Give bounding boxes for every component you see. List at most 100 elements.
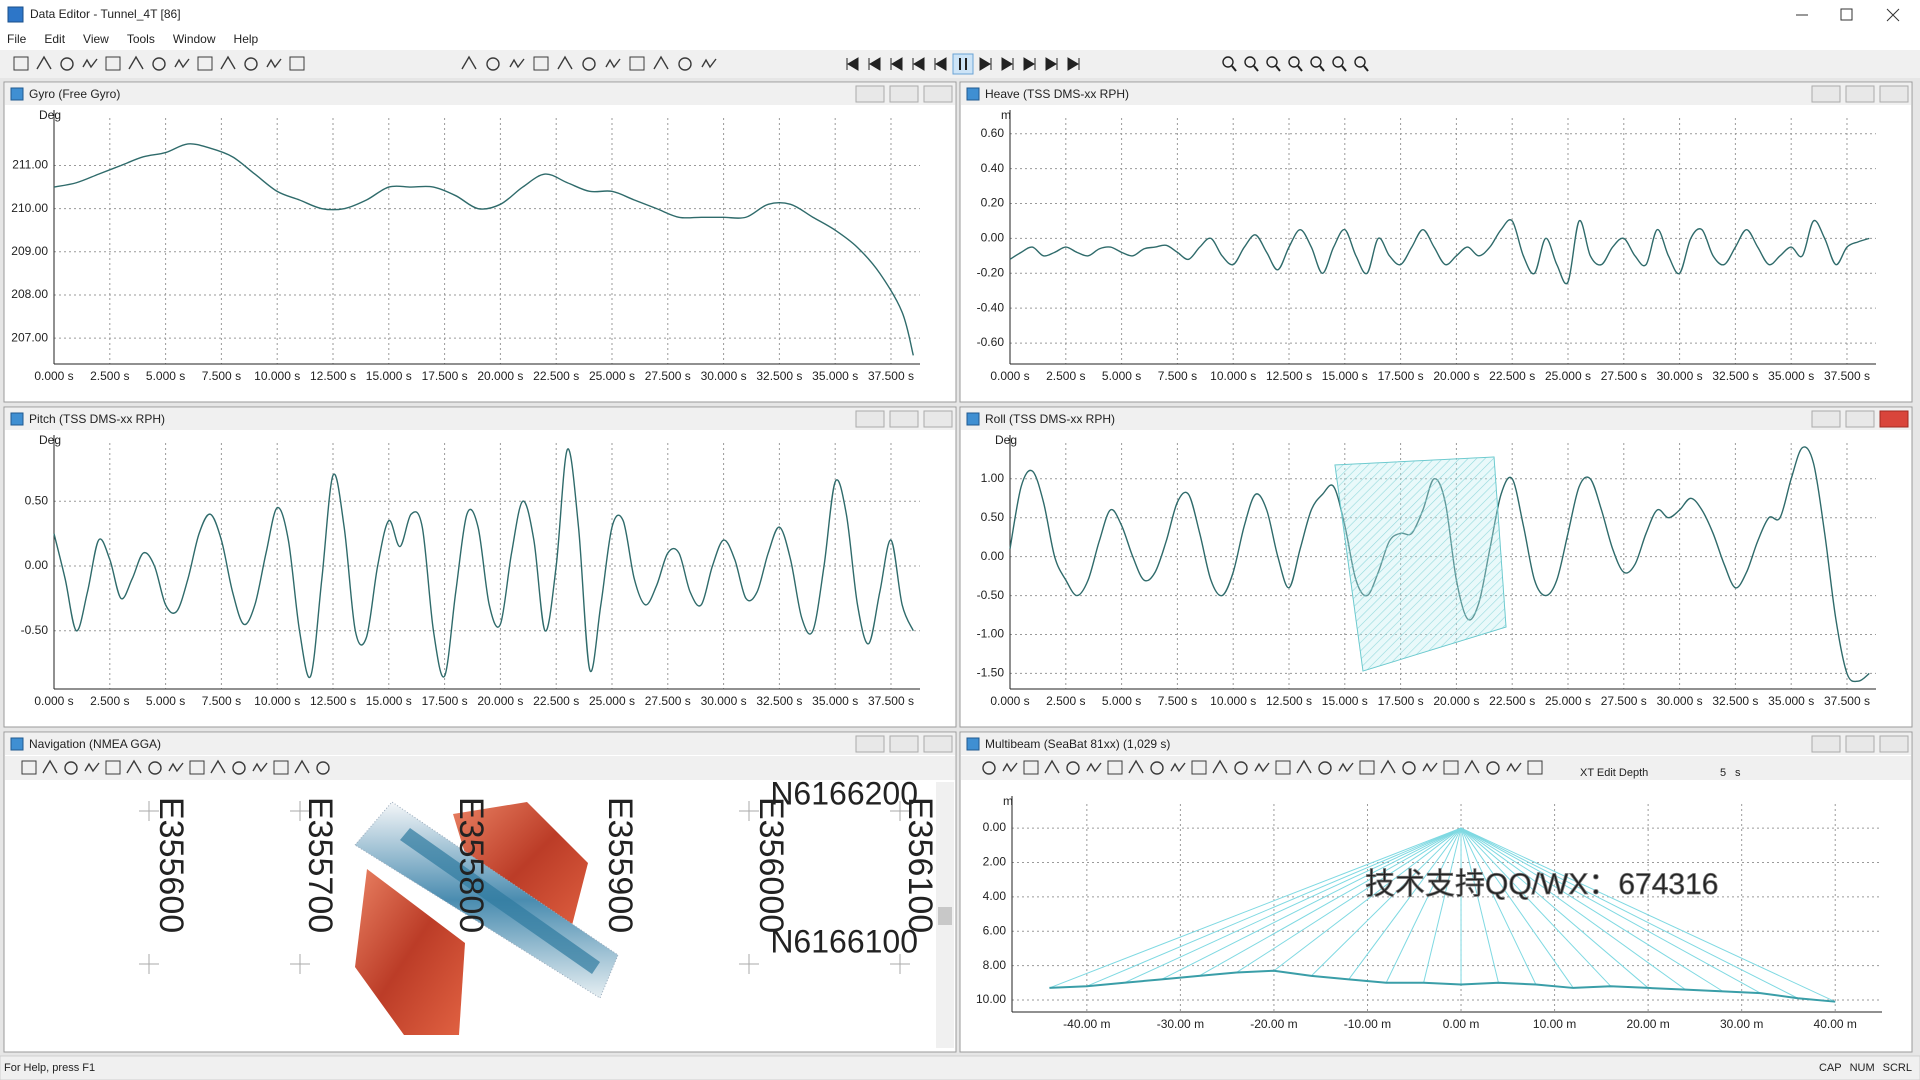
panel-button[interactable] <box>1811 410 1841 428</box>
close-button[interactable] <box>1886 8 1900 22</box>
media-button[interactable] <box>890 57 903 71</box>
panel-button[interactable] <box>855 735 885 753</box>
menu-item[interactable]: Help <box>234 32 259 46</box>
tool-button[interactable] <box>174 58 190 69</box>
tool-button[interactable] <box>289 56 305 71</box>
tool-button[interactable] <box>273 760 289 775</box>
tool-button[interactable] <box>244 57 258 71</box>
scroll-thumb[interactable] <box>938 907 952 925</box>
zoom-button[interactable] <box>1354 56 1366 68</box>
tool-button[interactable] <box>557 55 573 70</box>
tool-button[interactable] <box>232 761 246 775</box>
panel-button[interactable] <box>1879 735 1909 753</box>
tool-button[interactable] <box>148 761 162 775</box>
media-button[interactable] <box>1067 57 1080 71</box>
tool-button[interactable] <box>1170 762 1186 773</box>
tool-button[interactable] <box>1107 760 1123 775</box>
tool-button[interactable] <box>509 58 525 69</box>
panel-button[interactable] <box>923 85 953 103</box>
panel-button[interactable] <box>923 735 953 753</box>
tool-button[interactable] <box>982 761 996 775</box>
tool-button[interactable] <box>42 759 58 774</box>
tool-button[interactable] <box>105 760 121 775</box>
tool-button[interactable] <box>1191 760 1207 775</box>
tool-button[interactable] <box>1464 759 1480 774</box>
tool-button[interactable] <box>1150 761 1164 775</box>
media-button[interactable] <box>846 57 859 71</box>
panel-button[interactable] <box>1845 410 1875 428</box>
tool-button[interactable] <box>152 57 166 71</box>
tool-button[interactable] <box>294 759 310 774</box>
tool-button[interactable] <box>1044 759 1060 774</box>
menu-item[interactable]: Edit <box>44 32 65 46</box>
tool-button[interactable] <box>168 762 184 773</box>
tool-button[interactable] <box>82 58 98 69</box>
tool-button[interactable] <box>582 57 596 71</box>
tool-button[interactable] <box>533 56 549 71</box>
media-button[interactable] <box>912 57 925 71</box>
panel-button[interactable] <box>889 735 919 753</box>
tool-button[interactable] <box>1296 759 1312 774</box>
panel-button[interactable] <box>889 410 919 428</box>
tool-button[interactable] <box>1380 759 1396 774</box>
panel-button[interactable] <box>855 410 885 428</box>
media-button[interactable] <box>979 57 992 71</box>
tool-button[interactable] <box>1002 762 1018 773</box>
tool-button[interactable] <box>1318 761 1332 775</box>
media-button[interactable] <box>1045 57 1058 71</box>
tool-button[interactable] <box>1359 760 1375 775</box>
maximize-button[interactable] <box>1840 8 1853 21</box>
tool-button[interactable] <box>1128 759 1144 774</box>
tool-button[interactable] <box>266 58 282 69</box>
media-button[interactable] <box>1023 57 1036 71</box>
tool-button[interactable] <box>128 55 144 70</box>
menu-item[interactable]: View <box>83 32 109 46</box>
panel-button[interactable] <box>923 410 953 428</box>
tool-button[interactable] <box>60 57 74 71</box>
panel-button[interactable] <box>1811 735 1841 753</box>
zoom-button[interactable] <box>1222 56 1234 68</box>
media-button[interactable] <box>1001 57 1014 71</box>
tool-button[interactable] <box>1275 760 1291 775</box>
tool-button[interactable] <box>1506 762 1522 773</box>
tool-button[interactable] <box>84 762 100 773</box>
tool-button[interactable] <box>461 55 477 70</box>
tool-button[interactable] <box>64 761 78 775</box>
tool-button[interactable] <box>701 58 717 69</box>
tool-button[interactable] <box>21 760 37 775</box>
tool-button[interactable] <box>105 56 121 71</box>
tool-button[interactable] <box>1234 761 1248 775</box>
tool-button[interactable] <box>126 759 142 774</box>
zoom-button[interactable] <box>1310 56 1322 68</box>
media-button[interactable] <box>868 57 881 71</box>
zoom-button[interactable] <box>1266 56 1278 68</box>
tool-button[interactable] <box>1086 762 1102 773</box>
tool-button[interactable] <box>1254 762 1270 773</box>
tool-button[interactable] <box>1338 762 1354 773</box>
zoom-button[interactable] <box>1288 56 1300 68</box>
tool-button[interactable] <box>678 57 692 71</box>
tool-button[interactable] <box>605 58 621 69</box>
tool-button[interactable] <box>653 55 669 70</box>
panel-button[interactable] <box>1811 85 1841 103</box>
panel-button[interactable] <box>1879 410 1909 428</box>
panel-button[interactable] <box>1845 735 1875 753</box>
pause-button[interactable] <box>952 53 974 75</box>
tool-button[interactable] <box>316 761 330 775</box>
zoom-button[interactable] <box>1332 56 1344 68</box>
tool-button[interactable] <box>1486 761 1500 775</box>
zoom-button[interactable] <box>1244 56 1256 68</box>
tool-button[interactable] <box>1402 761 1416 775</box>
panel-button[interactable] <box>1879 85 1909 103</box>
tool-button[interactable] <box>486 57 500 71</box>
tool-button[interactable] <box>1023 760 1039 775</box>
tool-button[interactable] <box>252 762 268 773</box>
panel-button[interactable] <box>855 85 885 103</box>
panel-button[interactable] <box>1845 85 1875 103</box>
tool-button[interactable] <box>1212 759 1228 774</box>
menu-item[interactable]: File <box>7 32 27 46</box>
tool-button[interactable] <box>220 55 236 70</box>
tool-button[interactable] <box>1066 761 1080 775</box>
tool-button[interactable] <box>36 55 52 70</box>
menu-item[interactable]: Window <box>173 32 216 46</box>
